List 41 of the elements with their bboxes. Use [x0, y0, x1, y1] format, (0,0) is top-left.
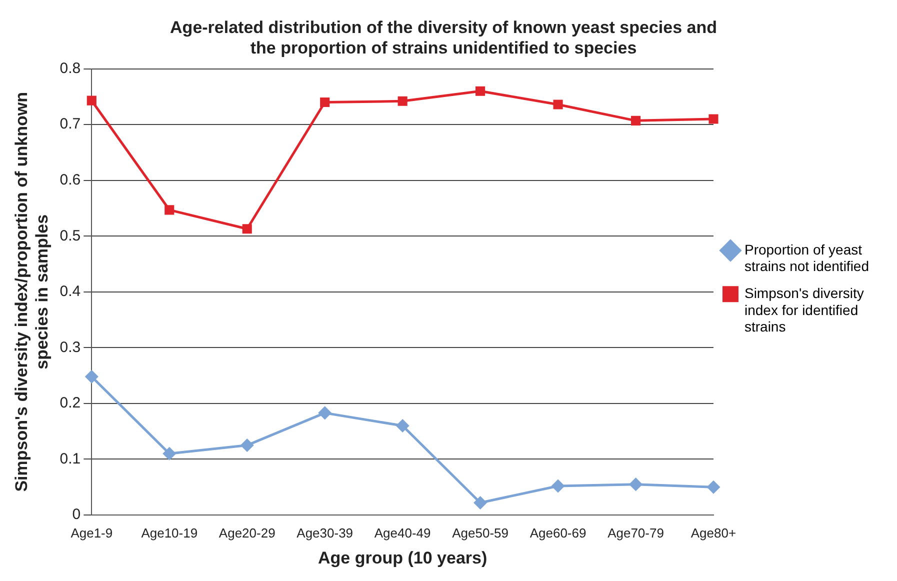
point	[476, 86, 486, 96]
y-axis-title: Simpson's diversity index/proportion of unknown species in samples	[12, 92, 52, 492]
y-tick-label: 0	[72, 506, 81, 524]
point	[398, 96, 408, 106]
x-axis-title: Age group (10 years)	[318, 548, 488, 568]
point	[85, 370, 98, 383]
x-tick-label: Age60-69	[530, 525, 586, 540]
x-tick-label: Age50-59	[452, 525, 508, 540]
x-tick-label: Age40-49	[374, 525, 431, 540]
point	[396, 420, 409, 432]
y-tick-label: 0.3	[60, 338, 81, 356]
chart-title: Age-related distribution of the diversity of known yeast species and the proportion of strains unidentified to species	[170, 18, 717, 58]
point	[630, 478, 642, 491]
point	[553, 100, 563, 110]
point	[320, 97, 330, 108]
x-tick-label: Age1-9	[70, 525, 113, 540]
y-tick-label: 0.6	[60, 171, 81, 188]
point	[318, 406, 332, 420]
legend-label: Simpson's diversity index for identified strains	[744, 284, 864, 335]
point	[163, 447, 176, 460]
x-tick-label: Age80+	[690, 525, 736, 540]
y-tick-label: 0.1	[60, 450, 81, 468]
y-tick-label: 0.8	[60, 60, 81, 77]
point	[552, 480, 564, 492]
point	[242, 224, 252, 234]
point	[86, 96, 96, 106]
point	[630, 116, 641, 126]
point	[164, 205, 174, 215]
point	[707, 480, 720, 494]
x-tick-label: Age30-39	[296, 525, 354, 540]
y-tick-label: 0.4	[60, 283, 81, 300]
y-tick-label: 0.5	[60, 227, 81, 244]
x-tick-label: Age70-79	[608, 525, 664, 540]
point	[708, 114, 718, 124]
y-tick-label: 0.2	[60, 394, 81, 412]
point	[240, 439, 254, 452]
point	[474, 496, 487, 509]
x-tick-label: Age10-19	[141, 525, 198, 540]
x-tick-label: Age20-29	[218, 525, 276, 540]
legend-label: Proportion of yeast strains not identified	[744, 241, 870, 274]
y-tick-label: 0.7	[60, 116, 81, 133]
